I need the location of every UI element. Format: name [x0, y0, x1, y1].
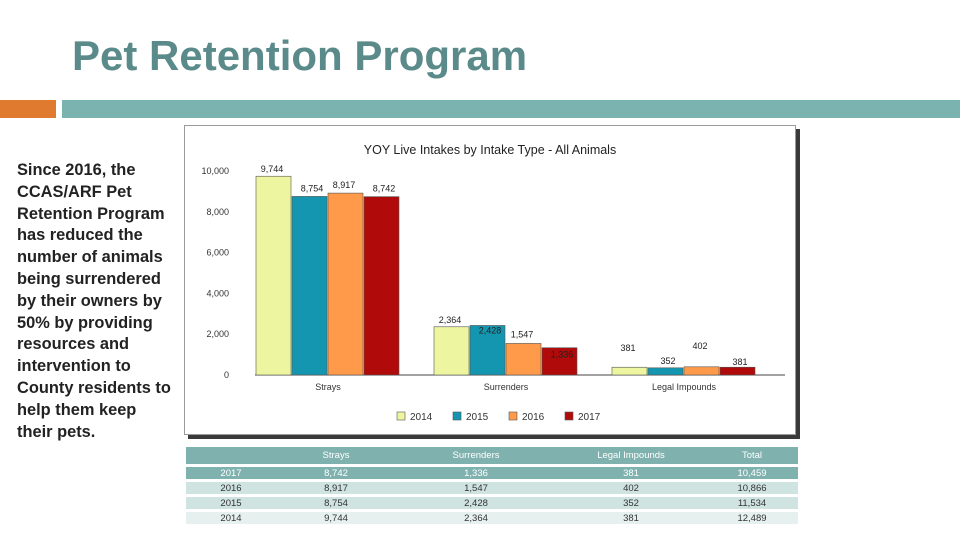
legend-label: 2016 — [522, 412, 545, 423]
y-tick-label: 6,000 — [206, 248, 229, 258]
table-row: 2015 8,754 2,428 352 11,534 — [186, 497, 798, 509]
data-label: 2,428 — [479, 325, 502, 335]
legend-label: 2017 — [578, 412, 601, 423]
data-label: 1,547 — [511, 329, 534, 339]
legend-label: 2014 — [410, 412, 433, 423]
chart-title: YOY Live Intakes by Intake Type - All An… — [364, 143, 616, 157]
data-label: 352 — [660, 356, 675, 366]
table-cell: 2016 — [186, 482, 276, 494]
table-cell: 12,489 — [706, 512, 798, 524]
table-cell: 1,547 — [396, 482, 556, 494]
legend-swatch — [508, 411, 518, 421]
table-header-cell: Legal Impounds — [556, 447, 706, 464]
legend-swatch — [564, 411, 574, 421]
slide-title: Pet Retention Program — [72, 32, 528, 79]
data-label: 381 — [620, 343, 635, 353]
table-cell: 2,428 — [396, 497, 556, 509]
accent-bar-teal — [62, 100, 960, 118]
body-text: Since 2016, the CCAS/ARF Pet Retention P… — [17, 161, 171, 441]
table-cell: 8,754 — [276, 497, 396, 509]
bar — [327, 192, 364, 376]
data-label: 8,917 — [333, 180, 356, 190]
legend-swatch — [452, 411, 462, 421]
bar — [363, 196, 400, 376]
y-tick-label: 0 — [224, 370, 229, 380]
table-cell: 8,917 — [276, 482, 396, 494]
data-label: 9,744 — [261, 164, 284, 174]
bar — [255, 175, 292, 376]
table-row: 2014 9,744 2,364 381 12,489 — [186, 512, 798, 524]
table-cell: 8,742 — [276, 467, 396, 479]
y-tick-label: 4,000 — [206, 288, 229, 298]
bar — [719, 366, 756, 376]
data-label: 8,742 — [373, 184, 396, 194]
table-cell: 11,534 — [706, 497, 798, 509]
data-label: 1,336 — [551, 350, 574, 360]
table-header-cell: Total — [706, 447, 798, 464]
table-header-cell: Surrenders — [396, 447, 556, 464]
table-cell: 9,744 — [276, 512, 396, 524]
legend-label: 2015 — [466, 412, 489, 423]
table-cell: 2015 — [186, 497, 276, 509]
table-cell: 381 — [556, 512, 706, 524]
table-header-cell: Strays — [276, 447, 396, 464]
bar — [541, 347, 578, 376]
table-row: 2016 8,917 1,547 402 10,866 — [186, 482, 798, 494]
bar — [433, 326, 470, 376]
table-cell: 10,459 — [706, 467, 798, 479]
table-cell: 2,364 — [396, 512, 556, 524]
data-label: 2,364 — [439, 315, 462, 325]
table-cell: 402 — [556, 482, 706, 494]
table-cell: 2017 — [186, 467, 276, 479]
data-label: 381 — [732, 357, 747, 367]
x-category-label: Legal Impounds — [652, 382, 717, 392]
table-header-row: Strays Surrenders Legal Impounds Total — [186, 447, 798, 464]
y-tick-label: 8,000 — [206, 207, 229, 217]
bar — [611, 366, 648, 376]
data-table: Strays Surrenders Legal Impounds Total 2… — [186, 444, 798, 527]
chart-frame: YOY Live Intakes by Intake Type - All An… — [184, 125, 796, 435]
data-label: 8,754 — [301, 183, 324, 193]
x-category-label: Surrenders — [484, 382, 529, 392]
table-cell: 2014 — [186, 512, 276, 524]
table-cell: 1,336 — [396, 467, 556, 479]
x-category-label: Strays — [315, 382, 341, 392]
table-cell: 10,866 — [706, 482, 798, 494]
accent-bar-orange — [0, 100, 56, 118]
data-label: 402 — [692, 341, 707, 351]
bar — [647, 367, 684, 376]
table-cell: 352 — [556, 497, 706, 509]
y-tick-label: 10,000 — [201, 166, 229, 176]
table-cell: 381 — [556, 467, 706, 479]
y-tick-label: 2,000 — [206, 329, 229, 339]
legend-swatch — [396, 411, 406, 421]
bar-chart: YOY Live Intakes by Intake Type - All An… — [201, 143, 785, 423]
bar — [505, 343, 542, 376]
bar — [683, 366, 720, 376]
bar — [291, 196, 328, 376]
table-header-cell — [186, 447, 276, 464]
bar — [469, 325, 506, 376]
table-row: 2017 8,742 1,336 381 10,459 — [186, 467, 798, 479]
